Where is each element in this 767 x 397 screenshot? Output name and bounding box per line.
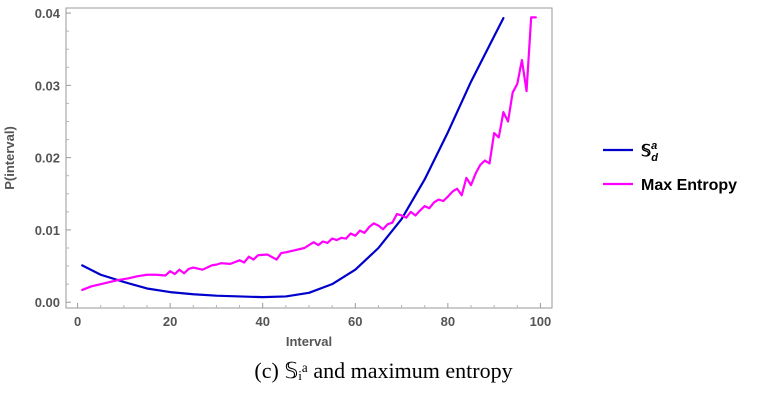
legend-label: Max Entropy — [641, 177, 737, 194]
y-axis-label: P(interval) — [2, 126, 17, 190]
y-tick-label: 0.04 — [35, 6, 61, 21]
series-line-max-entropy — [81, 16, 537, 292]
series-line-sda — [81, 17, 505, 299]
figure-caption: (c) 𝕊ᵢᵃ and maximum entropy — [254, 358, 513, 383]
x-tick-label: 20 — [163, 314, 177, 329]
legend-label: 𝕊a d — [641, 140, 658, 164]
y-tick-label: 0.02 — [35, 151, 60, 166]
legend: 𝕊a d Max Entropy — [603, 140, 737, 194]
y-tick-label: 0.03 — [35, 78, 60, 93]
x-tick-label: 80 — [441, 314, 455, 329]
series-lines — [81, 16, 537, 299]
y-tick-label: 0.00 — [35, 295, 60, 310]
x-tick-label: 40 — [255, 314, 269, 329]
y-tick-label: 0.01 — [35, 223, 60, 238]
line-chart: 0 20 40 60 80 100 0.00 0.01 0.02 0.03 0.04 Interva… — [2, 6, 737, 349]
x-tick-label: 0 — [74, 314, 81, 329]
axes: 0 20 40 60 80 100 0.00 0.01 0.02 0.03 0.04 — [35, 6, 553, 329]
x-tick-label: 100 — [530, 314, 552, 329]
plot-frame — [65, 7, 553, 309]
x-tick-label: 60 — [348, 314, 362, 329]
x-axis-label: Interval — [286, 334, 332, 349]
